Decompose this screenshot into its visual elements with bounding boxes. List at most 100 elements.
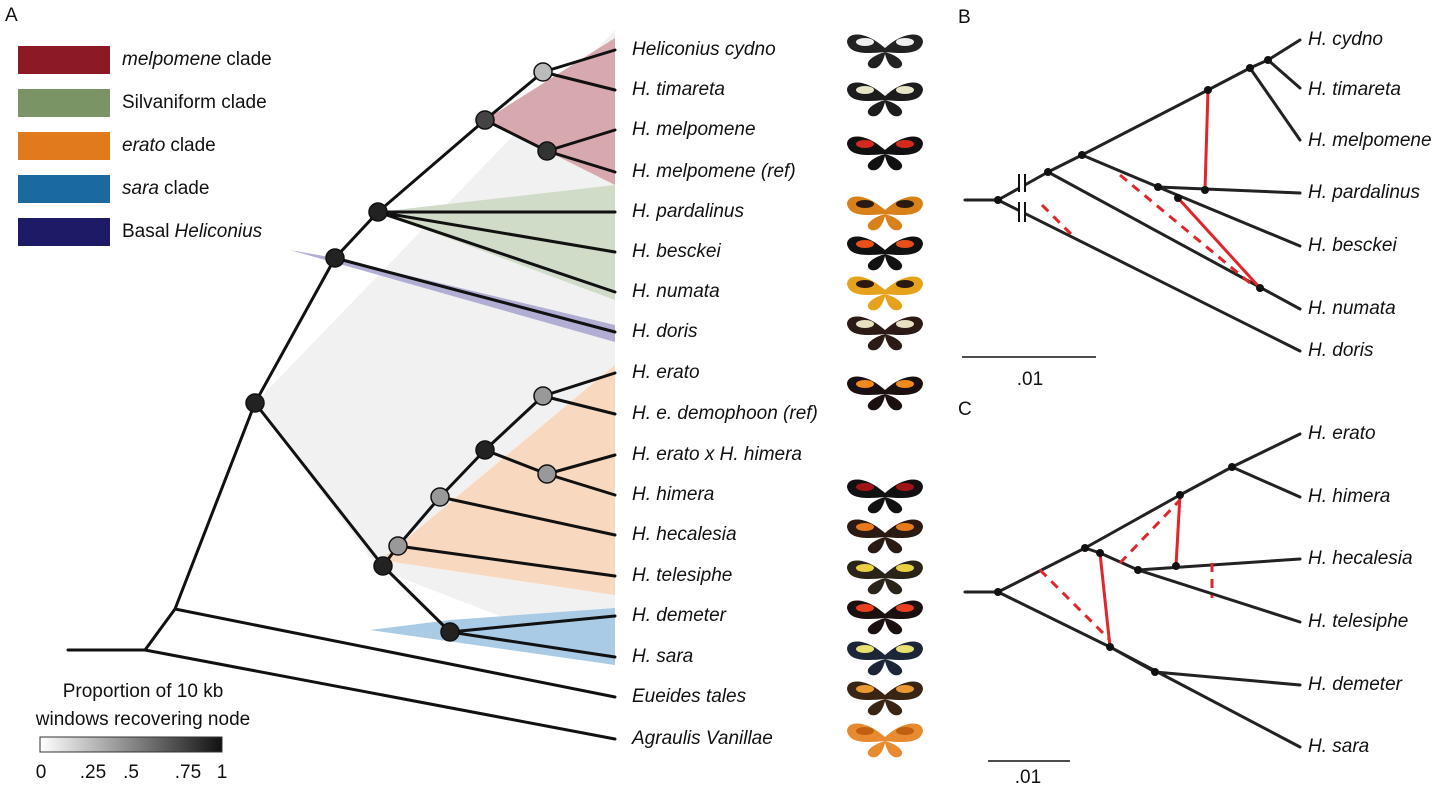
tip-label: H. cydno xyxy=(1308,29,1383,50)
legend-label: sara clade xyxy=(122,178,209,199)
wing xyxy=(867,659,903,676)
butterfly xyxy=(847,600,923,635)
panel-label: C xyxy=(958,399,972,420)
tip-label: Heliconius cydno xyxy=(632,39,776,60)
tip-label: H. himera xyxy=(1308,486,1390,507)
tip-label: H. himera xyxy=(632,484,714,505)
legend-text: erato xyxy=(122,135,165,156)
wing-pattern xyxy=(856,523,874,531)
wing-pattern xyxy=(896,140,914,148)
butterfly xyxy=(847,376,923,411)
butterfly xyxy=(847,519,923,554)
legend-label: Silvaniform clade xyxy=(122,92,267,113)
tip-label: H. doris xyxy=(1308,340,1374,361)
legend-swatch xyxy=(18,132,110,160)
wing-pattern xyxy=(896,727,914,735)
tip-label: H. erato xyxy=(632,362,700,383)
butterfly xyxy=(847,479,923,514)
butterfly xyxy=(847,641,923,676)
legend-label: Basal Heliconius xyxy=(122,221,263,242)
butterfly xyxy=(847,316,923,351)
tip-label: H. numata xyxy=(632,281,720,302)
tip-label: H. demeter xyxy=(1308,674,1403,695)
wing-pattern xyxy=(856,483,874,491)
wing xyxy=(867,334,903,351)
wing-pattern xyxy=(856,86,874,94)
wing xyxy=(867,394,903,411)
legend-text: clade xyxy=(226,49,271,70)
colorbar-title: Proportion of 10 kb xyxy=(63,681,224,702)
legend-swatch xyxy=(18,46,110,74)
wing-pattern xyxy=(896,38,914,46)
tip-label: Eueides tales xyxy=(632,686,747,707)
tree-a xyxy=(66,48,617,741)
scale-label: .01 xyxy=(1015,767,1041,787)
wing-pattern xyxy=(896,564,914,572)
colorbar-tick: .25 xyxy=(80,762,106,783)
tip-label: H. sara xyxy=(632,646,693,667)
wing xyxy=(867,497,903,514)
colorbar-title: windows recovering node xyxy=(35,709,250,730)
wing xyxy=(867,741,903,758)
wing-pattern xyxy=(896,320,914,328)
legend-text: Silvaniform clade xyxy=(122,92,267,113)
scale-label: .01 xyxy=(1017,369,1043,390)
tip-label: H. melpomene (ref) xyxy=(632,161,796,182)
legend-text: Basal xyxy=(122,221,170,242)
wing-pattern xyxy=(856,140,874,148)
legend-swatch xyxy=(18,89,110,117)
colorbar-tick: .75 xyxy=(175,762,201,783)
panel-label: A xyxy=(5,5,18,26)
wing-pattern xyxy=(896,240,914,248)
tip-label: H. besckei xyxy=(632,241,721,262)
legend-label: melpomene clade xyxy=(122,49,272,70)
butterfly xyxy=(847,276,923,311)
tip-label: H. demeter xyxy=(632,605,727,626)
legend-swatch xyxy=(18,218,110,246)
tip-label: H. pardalinus xyxy=(1308,182,1420,203)
colorbar-tick: 1 xyxy=(217,762,228,783)
colorbar-tick: 0 xyxy=(36,762,47,783)
colorbar xyxy=(39,736,223,753)
wing-pattern xyxy=(856,320,874,328)
tip-label: H. telesiphe xyxy=(1308,611,1408,632)
tip-label: H. timareta xyxy=(632,79,725,100)
butterfly xyxy=(847,34,923,69)
wing-pattern xyxy=(856,564,874,572)
wing-pattern xyxy=(856,280,874,288)
tip-label: H. erato x H. himera xyxy=(632,444,802,465)
legend-swatch xyxy=(18,175,110,203)
wing xyxy=(867,699,903,716)
tip-label: H. besckei xyxy=(1308,235,1397,256)
wing-pattern xyxy=(896,86,914,94)
panel-label: B xyxy=(958,7,971,28)
tip-label: H. hecalesia xyxy=(632,524,737,545)
colorbar-tick: .5 xyxy=(123,762,139,783)
wing-pattern xyxy=(896,280,914,288)
butterfly xyxy=(847,236,923,271)
legend-text: clade xyxy=(164,178,209,199)
tip-label: H. numata xyxy=(1308,298,1396,319)
wing-pattern xyxy=(896,380,914,388)
tip-label: H. erato xyxy=(1308,423,1376,444)
wing-pattern xyxy=(856,685,874,693)
butterfly xyxy=(847,196,923,231)
wing-pattern xyxy=(856,200,874,208)
wing xyxy=(867,294,903,311)
tip-label: H. melpomene xyxy=(1308,130,1432,151)
tip-label: H. sara xyxy=(1308,736,1369,757)
butterfly xyxy=(847,723,923,758)
legend-text: clade xyxy=(170,135,215,156)
legend-text: sara xyxy=(122,178,159,199)
tip-label: H. melpomene xyxy=(632,119,756,140)
wing xyxy=(867,154,903,171)
wing-pattern xyxy=(856,38,874,46)
wing xyxy=(867,52,903,69)
tip-label: H. hecalesia xyxy=(1308,548,1413,569)
tip-label: H. telesiphe xyxy=(632,565,732,586)
butterfly xyxy=(847,560,923,595)
wing-pattern xyxy=(856,645,874,653)
wing xyxy=(867,254,903,271)
wing-pattern xyxy=(896,483,914,491)
wing-pattern xyxy=(856,604,874,612)
